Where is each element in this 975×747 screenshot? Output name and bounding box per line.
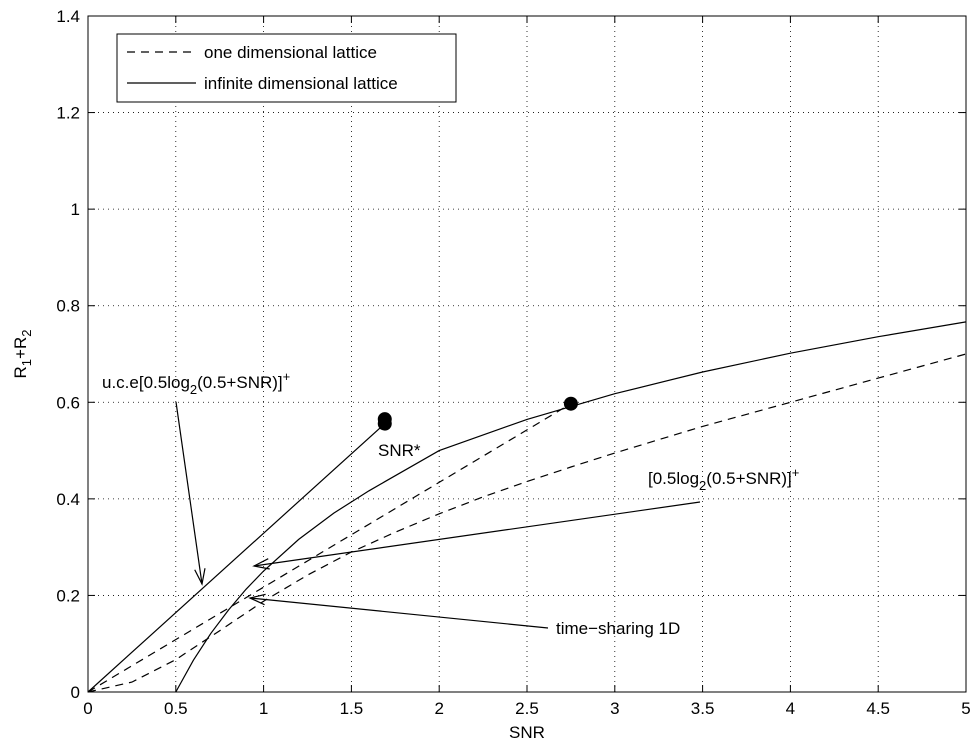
data-point <box>563 396 578 411</box>
legend-label-infinite-dimensional: infinite dimensional lattice <box>204 74 398 93</box>
legend-box <box>116 33 457 103</box>
annotation-log-curve: [0.5log2(0.5+SNR)]+ <box>648 465 799 493</box>
y-axis-label: R1+R2 <box>11 330 34 379</box>
y-tick-label: 0.8 <box>56 297 80 316</box>
x-tick-label: 3 <box>610 699 619 718</box>
x-tick-label: 1 <box>259 699 268 718</box>
y-tick-label: 0.4 <box>56 490 80 509</box>
annotation-time-sharing: time−sharing 1D <box>556 619 680 638</box>
series-line-1 <box>87 353 967 693</box>
arrows <box>175 401 701 629</box>
arrow-time-sharing <box>249 597 549 629</box>
y-tick-label: 1 <box>71 200 80 219</box>
annotation-snr-star: SNR* <box>378 441 421 460</box>
markers <box>377 396 578 431</box>
x-tick-label: 2 <box>434 699 443 718</box>
curves <box>87 321 967 693</box>
x-tick-label: 0.5 <box>164 699 188 718</box>
arrow-log-curve-head <box>252 558 270 570</box>
x-tick-label: 5 <box>961 699 970 718</box>
y-tick-label: 1.2 <box>56 104 80 123</box>
x-tick-label: 4.5 <box>866 699 890 718</box>
x-tick-label: 1.5 <box>340 699 364 718</box>
y-tick-label: 0 <box>71 683 80 702</box>
x-tick-label: 3.5 <box>691 699 715 718</box>
x-tick-label: 0 <box>83 699 92 718</box>
x-tick-label: 2.5 <box>515 699 539 718</box>
arrow-uce-head <box>194 568 206 586</box>
annotation-uce: u.c.e[0.5log2(0.5+SNR)]+ <box>102 369 290 397</box>
y-axis-ticks: 0 0.2 0.4 0.6 0.8 1 1.2 1.4 <box>56 7 966 702</box>
arrow-uce <box>175 401 203 585</box>
plot-background <box>88 16 966 692</box>
x-axis-ticks: 0 0.5 1 1.5 2 2.5 3 3.5 4 4.5 5 <box>83 16 971 718</box>
y-tick-label: 0.6 <box>56 393 80 412</box>
legend: one dimensional lattice infinite dimensi… <box>116 33 457 103</box>
y-tick-label: 0.2 <box>56 586 80 605</box>
arrow-log-curve <box>253 501 701 567</box>
x-axis-label: SNR <box>509 723 545 742</box>
time-sharing-line <box>87 403 572 693</box>
y-tick-label: 1.4 <box>56 7 80 26</box>
uce-tangent-line <box>87 423 386 693</box>
legend-label-one-dimensional: one dimensional lattice <box>204 43 377 62</box>
arrow-time-sharing-head <box>248 593 266 606</box>
series-line-0 <box>175 321 967 693</box>
data-point <box>377 412 392 427</box>
x-tick-label: 4 <box>786 699 795 718</box>
